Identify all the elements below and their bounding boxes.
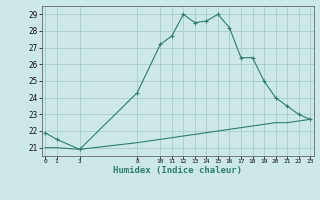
X-axis label: Humidex (Indice chaleur): Humidex (Indice chaleur) — [113, 166, 242, 175]
